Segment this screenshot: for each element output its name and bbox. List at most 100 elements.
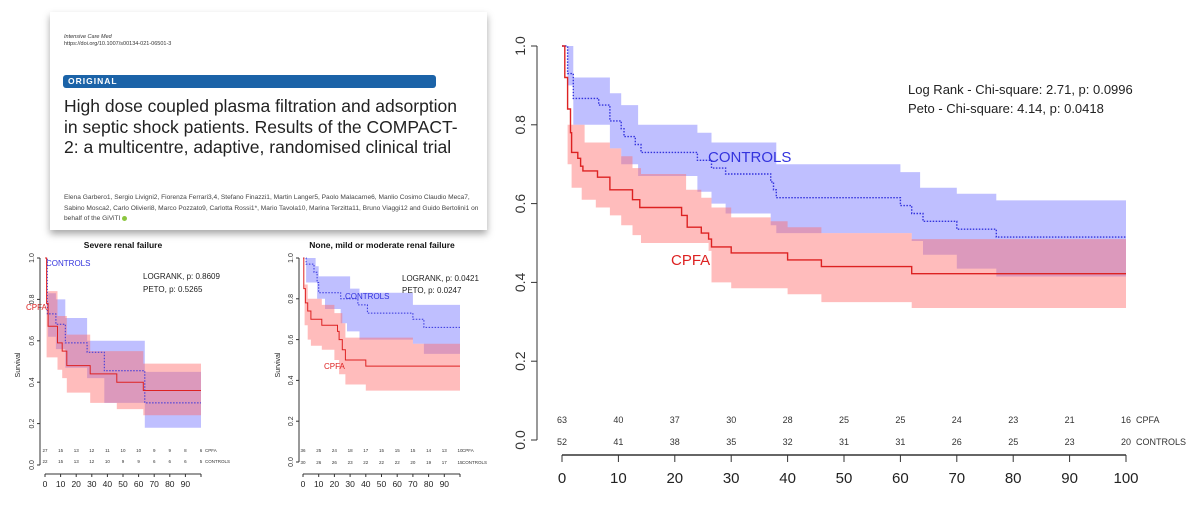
at-risk-count: 22 [42,459,48,464]
x-tick-label: 10 [314,479,324,489]
x-tick-label: 50 [836,470,853,487]
at-risk-count: 14 [426,448,432,453]
at-risk-count: 23 [348,460,354,465]
x-tick-label: 0 [301,479,306,489]
at-risk-count: 5 [200,459,203,464]
x-tick-label: 90 [181,479,191,489]
at-risk-count: 9 [153,448,156,453]
at-risk-count: 17 [363,448,369,453]
at-risk-count: 38 [670,437,680,447]
at-risk-count: 6 [200,448,203,453]
x-tick-label: 60 [392,479,402,489]
at-risk-count: 13 [74,459,80,464]
at-risk-count: 30 [300,460,306,465]
x-tick-label: 50 [377,479,387,489]
at-risk-label-cpfa: CPFA [1136,415,1160,425]
km-chart-1: CONTROLS CPFA 0.0 0.2 0.4 0.6 0.8 1.0 0 10 20 30 40 5… [15,240,230,489]
at-risk-count: 26 [952,437,962,447]
at-risk-count: 23 [1008,415,1018,425]
at-risk-count: 10 [457,448,463,453]
series-label-cpfa: CPFA [324,362,346,371]
at-risk-count: 25 [1008,437,1018,447]
at-risk-count: 12 [89,448,95,453]
at-risk-count: 25 [895,415,905,425]
at-risk-count: 22 [395,460,401,465]
ci-band-controls [303,258,460,354]
y-axis-label: Survival [15,352,22,377]
at-risk-count: 20 [410,460,416,465]
x-tick-label: 20 [330,479,340,489]
y-tick-label: 1.0 [288,253,295,263]
paper-title: High dose coupled plasma filtration and … [64,96,458,157]
x-tick-label: 30 [723,470,740,487]
ci-band-cpfa [562,46,1126,308]
at-risk-count: 36 [300,448,306,453]
at-risk-count: 25 [316,448,322,453]
at-risk-count: 9 [137,459,140,464]
x-tick-label: 90 [1061,470,1078,487]
at-risk-count: 15 [58,459,64,464]
ci-band-controls [562,46,1126,277]
at-risk-count: 9 [122,459,125,464]
at-risk-count: 19 [426,460,432,465]
x-tick-label: 100 [1113,470,1138,487]
at-risk-count: 6 [153,459,156,464]
at-risk-label-controls: CONTROLS [462,460,487,465]
series-label-cpfa: CPFA [671,252,710,269]
y-tick-label: 0.0 [512,430,528,450]
at-risk-count: 10 [120,448,126,453]
test-statistic-annotation: PETO, p: 0.0247 [402,286,462,295]
at-risk-count: 22 [363,460,369,465]
at-risk-count: 17 [442,460,448,465]
x-tick-label: 0 [43,479,48,489]
journal-name: Intensive Care Med [64,34,112,40]
x-tick-label: 90 [440,479,450,489]
test-statistic-annotation: LOGRANK, p: 0.0421 [402,274,479,283]
at-risk-count: 41 [613,437,623,447]
x-tick-label: 20 [666,470,683,487]
at-risk-count: 32 [783,437,793,447]
at-risk-count: 26 [332,460,338,465]
paper-header-card: Intensive Care Med https://doi.org/10.10… [50,12,487,230]
y-tick-label: 0.4 [29,377,36,387]
at-risk-count: 52 [557,437,567,447]
at-risk-count: 28 [783,415,793,425]
y-tick-label: 1.0 [29,253,36,263]
at-risk-label-controls: CONTROLS [205,459,230,464]
at-risk-count: 35 [726,437,736,447]
test-statistic-annotation: Log Rank - Chi-square: 2.71, p: 0.0996 [908,82,1133,97]
y-tick-label: 0.2 [512,351,528,371]
survival-line-cpfa [303,257,460,367]
at-risk-count: 63 [557,415,567,425]
doi-link[interactable]: https://doi.org/10.1007/s00134-021-06501… [64,41,172,47]
at-risk-label-controls: CONTROLS [1136,437,1186,447]
y-tick-label: 0.6 [512,194,528,214]
y-tick-label: 0.2 [29,419,36,429]
at-risk-count: 6 [184,459,187,464]
test-statistic-annotation: LOGRANK, p: 0.8609 [143,272,220,281]
x-tick-label: 60 [134,479,144,489]
x-tick-label: 70 [149,479,159,489]
x-tick-label: 30 [87,479,97,489]
at-risk-count: 10 [105,459,111,464]
y-tick-label: 0.6 [288,335,295,345]
at-risk-count: 25 [839,415,849,425]
at-risk-count: 23 [1065,437,1075,447]
y-tick-label: 0.8 [512,115,528,135]
at-risk-count: 15 [58,448,64,453]
x-tick-label: 50 [118,479,128,489]
at-risk-count: 15 [395,448,401,453]
orcid-icon[interactable] [122,215,128,221]
at-risk-count: 30 [726,415,736,425]
at-risk-count: 11 [105,448,110,453]
y-axis-label: Survival [275,352,282,377]
y-tick-label: 0.4 [512,272,528,292]
y-tick-label: 0.4 [288,375,295,385]
at-risk-count: 9 [169,448,172,453]
y-tick-label: 0.0 [288,457,295,467]
ci-band-controls [45,258,201,428]
y-tick-label: 0.2 [288,416,295,426]
x-tick-label: 80 [165,479,175,489]
y-tick-label: 0.8 [288,294,295,304]
